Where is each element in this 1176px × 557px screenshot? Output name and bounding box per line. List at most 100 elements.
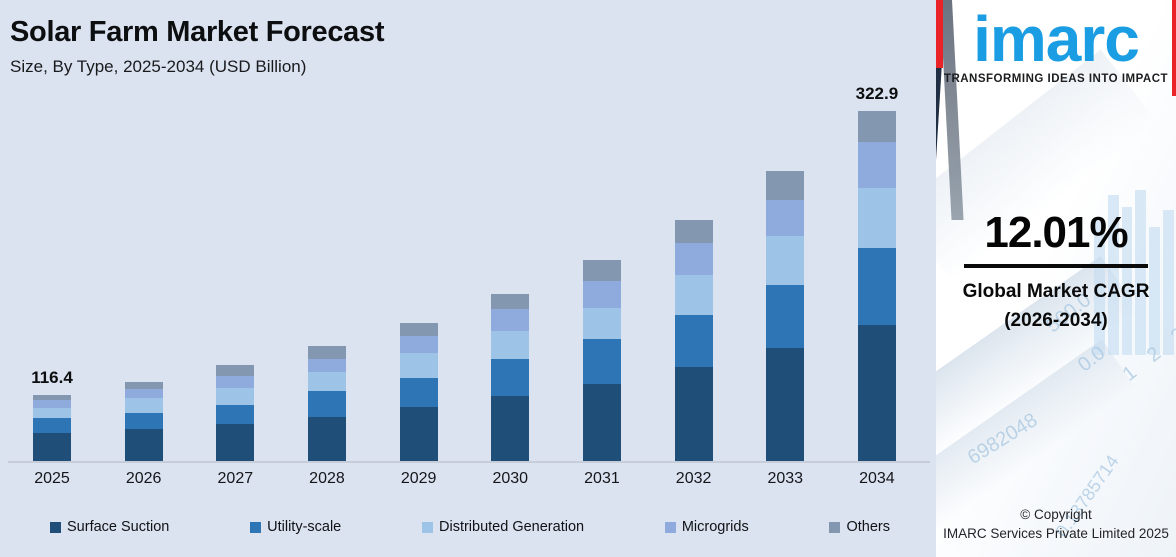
bar-2032 — [674, 81, 713, 461]
segment-surface-suction — [766, 348, 805, 461]
segment-utility-scale — [857, 248, 896, 326]
x-tick-2031: 2031 — [584, 470, 620, 487]
segment-distributed-generation — [857, 188, 896, 249]
segment-others — [857, 111, 896, 143]
segment-utility-scale — [766, 285, 805, 349]
decorative-bar — [1163, 210, 1174, 355]
cagr-label-line1: Global Market CAGR — [962, 281, 1150, 302]
imarc-logo-wordmark: imarc — [973, 3, 1140, 75]
x-tick-2027: 2027 — [217, 470, 254, 487]
segment-microgrids — [33, 399, 71, 408]
segment-microgrids — [491, 309, 530, 332]
legend-label: Others — [846, 519, 890, 535]
segment-others — [307, 345, 346, 360]
segment-others — [766, 170, 805, 201]
bar-2033 — [766, 81, 805, 461]
segment-others — [124, 381, 163, 390]
x-tick-2030: 2030 — [492, 470, 529, 487]
page-title: Solar Farm Market Forecast — [10, 16, 385, 48]
bar-2025: 116.4 — [31, 81, 73, 461]
legend-label: Microgrids — [681, 519, 749, 535]
bar-2029 — [399, 81, 438, 461]
segment-surface-suction — [307, 416, 346, 461]
legend-item-others: Others — [829, 519, 890, 535]
decorative-bar — [1121, 207, 1133, 355]
segment-others — [216, 365, 255, 377]
x-tick-2033: 2033 — [767, 470, 804, 487]
segment-distributed-generation — [124, 398, 163, 414]
segment-others — [399, 322, 438, 337]
x-tick-2028: 2028 — [309, 470, 345, 487]
segment-surface-suction — [216, 423, 255, 461]
chart-area: Solar Farm Market Forecast Size, By Type… — [0, 16, 936, 535]
segment-others — [674, 219, 713, 244]
x-tick-2025: 2025 — [34, 470, 70, 487]
chart-header: Solar Farm Market Forecast Size, By Type… — [10, 16, 384, 77]
segment-others — [33, 395, 71, 400]
cagr-value: 12.01% — [984, 208, 1128, 257]
segment-microgrids — [307, 359, 346, 372]
segment-microgrids — [857, 142, 896, 189]
bar-2031 — [582, 81, 621, 461]
cagr-callout: 12.01% Global Market CAGR (2026-2034) — [936, 208, 1176, 335]
segment-utility-scale — [491, 358, 530, 397]
copyright-line2: IMARC Services Private Limited 2025 — [943, 525, 1169, 541]
segment-distributed-generation — [766, 235, 805, 286]
copyright-notice: © Copyright IMARC Services Private Limit… — [936, 506, 1176, 544]
red-accent-bar-left — [936, 0, 943, 68]
bar-2030 — [491, 81, 530, 461]
total-label-2034: 322.9 — [855, 84, 899, 104]
segment-utility-scale — [582, 339, 621, 384]
brand-panel: 500.0 0.0 1 2 3 4 6982048 0.13785714 ima… — [936, 0, 1176, 557]
segment-others — [582, 260, 621, 282]
segment-surface-suction — [857, 325, 896, 461]
legend-item-distributed-generation: Distributed Generation — [422, 519, 584, 535]
segment-microgrids — [216, 376, 255, 389]
segment-surface-suction — [33, 433, 71, 461]
bar-2028 — [307, 81, 346, 461]
x-tick-2034: 2034 — [859, 470, 895, 487]
imarc-logo-tagline: TRANSFORMING IDEAS INTO IMPACT — [943, 73, 1169, 86]
segment-microgrids — [766, 200, 805, 236]
segment-distributed-generation — [307, 371, 346, 392]
decorative-mini-bar-chart — [1094, 190, 1174, 355]
legend-swatch-icon — [664, 521, 676, 533]
decorative-bar — [1094, 220, 1105, 355]
bar-2027 — [216, 81, 255, 461]
segment-microgrids — [582, 281, 621, 308]
x-axis-line — [8, 461, 930, 463]
segment-surface-suction — [124, 429, 163, 461]
legend-item-utility-scale: Utility-scale — [250, 519, 341, 535]
cagr-label-line2: (2026-2034) — [1004, 309, 1108, 331]
red-accent-bar-right — [1172, 0, 1176, 96]
segment-surface-suction — [399, 406, 438, 461]
bar-chart: 116.4 322.9 2025 2026 2027 2028 2029 2030 2031 2… — [0, 81, 936, 488]
bars-row: 116.4 322.9 — [0, 81, 936, 461]
segment-others — [491, 294, 530, 310]
segment-surface-suction — [491, 396, 530, 461]
segment-surface-suction — [582, 383, 621, 461]
bar-2034: 322.9 — [855, 81, 899, 461]
chart-legend: Surface Suction Utility-scale Distributed … — [50, 519, 890, 535]
legend-swatch-icon — [422, 521, 433, 533]
segment-utility-scale — [124, 413, 163, 430]
segment-utility-scale — [216, 404, 255, 424]
imarc-logo: imarc TRANSFORMING IDEAS INTO IMPACT — [936, 3, 1176, 86]
legend-swatch-icon — [250, 521, 262, 533]
segment-surface-suction — [674, 367, 713, 461]
segment-utility-scale — [307, 391, 346, 417]
decorative-bar — [1135, 190, 1147, 355]
segment-distributed-generation — [33, 407, 71, 418]
x-tick-2032: 2032 — [675, 470, 712, 487]
segment-microgrids — [124, 389, 163, 399]
segment-distributed-generation — [216, 388, 255, 405]
legend-label: Utility-scale — [267, 519, 342, 535]
segment-distributed-generation — [491, 331, 530, 359]
segment-utility-scale — [33, 417, 71, 434]
bar-2026 — [124, 81, 163, 461]
decorative-bar — [1107, 195, 1119, 355]
total-label-2025: 116.4 — [31, 368, 73, 387]
x-axis-labels: 2025 2026 2027 2028 2029 2030 2031 2032 2033 2034 — [0, 470, 936, 488]
page-subtitle: Size, By Type, 2025-2034 (USD Billion) — [10, 57, 307, 76]
legend-item-surface-suction: Surface Suction — [50, 519, 169, 535]
